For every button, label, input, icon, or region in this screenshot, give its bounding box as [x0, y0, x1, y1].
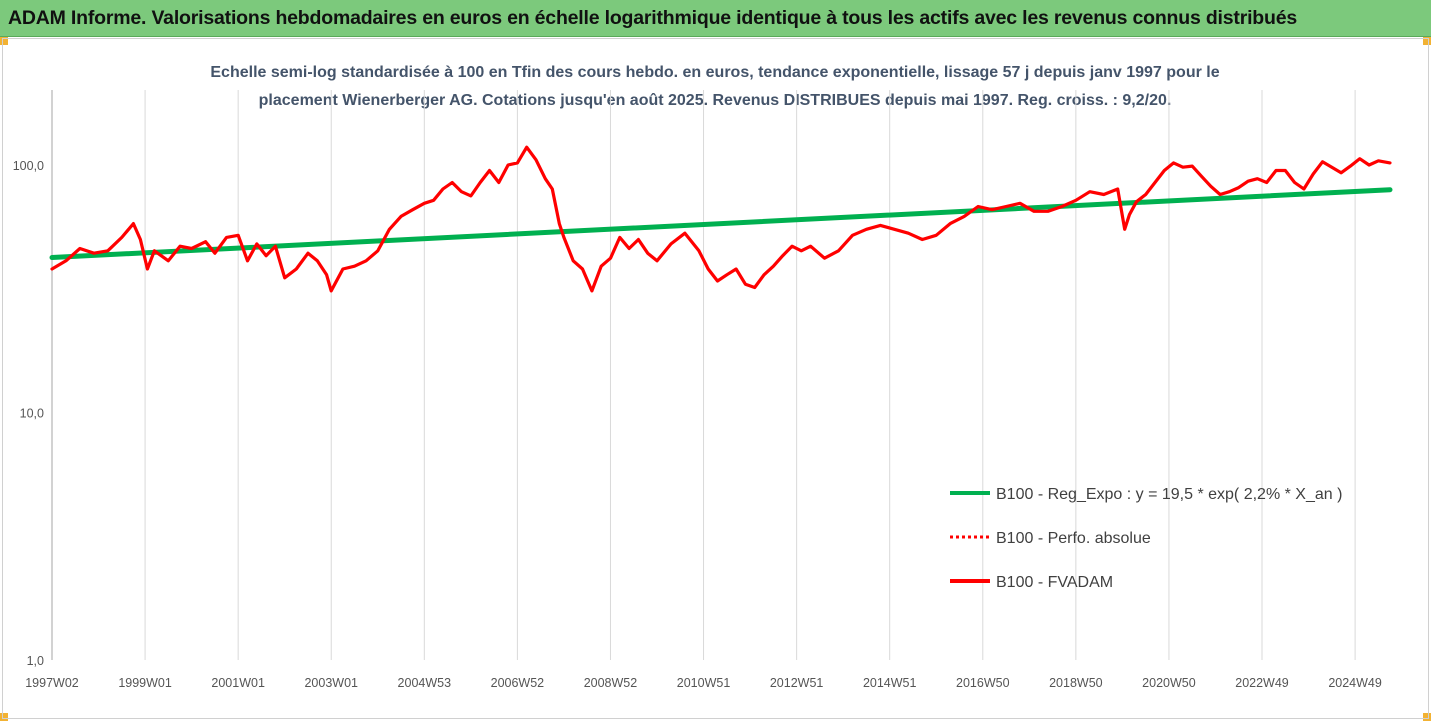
x-tick-label: 2012W51: [770, 676, 824, 690]
x-tick-label: 2018W50: [1049, 676, 1103, 690]
x-tick-label: 1997W02: [25, 676, 79, 690]
corner-marker-top-right: [1423, 37, 1431, 45]
x-tick-label: 2022W49: [1235, 676, 1289, 690]
x-tick-label: 1999W01: [118, 676, 172, 690]
title-banner: ADAM Informe. Valorisations hebdomadaire…: [0, 0, 1431, 37]
x-tick-label: 2001W01: [211, 676, 265, 690]
legend-item-fvadam-label: B100 - FVADAM: [996, 574, 1113, 591]
x-tick-label: 2020W50: [1142, 676, 1196, 690]
banner-title: ADAM Informe. Valorisations hebdomadaire…: [8, 7, 1298, 29]
chart-frame: [2, 38, 1429, 719]
x-tick-label: 2006W52: [491, 676, 545, 690]
chart-title-line-1: Echelle semi-log standardisée à 100 en T…: [210, 64, 1220, 81]
x-tick-label: 2024W49: [1328, 676, 1382, 690]
corner-marker-top-left: [0, 37, 8, 45]
y-tick-labels: 1,0 10,0 100,0: [13, 159, 44, 668]
legend: B100 - Reg_Expo : y = 19,5 * exp( 2,2% *…: [950, 486, 1342, 591]
x-tick-label: 2008W52: [584, 676, 638, 690]
y-tick-label: 1,0: [27, 654, 44, 668]
x-tick-label: 2004W53: [398, 676, 452, 690]
y-tick-label: 10,0: [20, 407, 44, 421]
x-tick-label: 2016W50: [956, 676, 1010, 690]
x-tick-label: 2003W01: [304, 676, 358, 690]
chart-title-line-2: placement Wienerberger AG. Cotations jus…: [258, 92, 1172, 109]
x-tick-label: 2014W51: [863, 676, 917, 690]
legend-item-perfo-absolue-label: B100 - Perfo. absolue: [996, 530, 1151, 547]
legend-item-reg-expo-label: B100 - Reg_Expo : y = 19,5 * exp( 2,2% *…: [996, 486, 1342, 503]
x-tick-label: 2010W51: [677, 676, 731, 690]
corner-marker-bottom-right: [1423, 713, 1431, 721]
series-line-reg-expo: [49, 187, 1393, 260]
grid-lines: [144, 90, 1356, 660]
y-tick-label: 100,0: [13, 159, 44, 173]
corner-marker-bottom-left: [0, 713, 8, 721]
x-tick-labels: 1997W02 1999W01 2001W01 2003W01 2004W53 2006W…: [25, 676, 1382, 690]
series-line-fvadam: [50, 145, 1392, 293]
series-lines: [49, 145, 1393, 293]
